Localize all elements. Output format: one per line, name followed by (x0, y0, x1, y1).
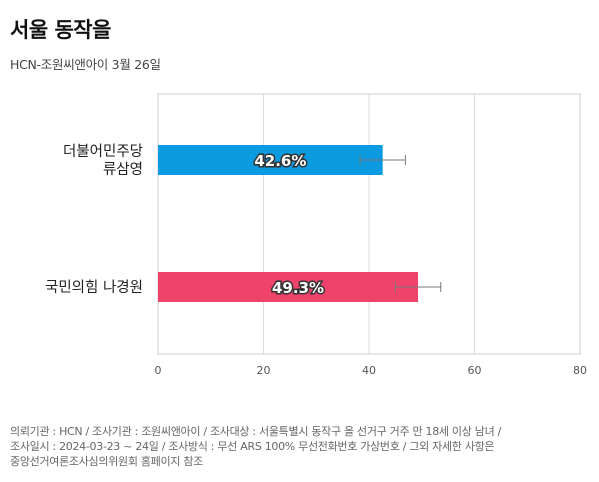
poll-bar-chart: 0 20 40 60 80 42.6% 더불어민주당 류삼영 49.3% 국민의힘 나경원 (45, 93, 587, 377)
bar-value-label: 49.3% (272, 279, 324, 297)
footnote-line: 의뢰기관 : HCN / 조사기관 : 조원씨앤아이 / 조사대상 : 서울특별… (10, 425, 502, 438)
footnote-line: 중앙선거여론조사심의위원회 홈페이지 참조 (10, 455, 203, 468)
chart-subtitle: HCN-조원씨앤아이 3월 26일 (10, 57, 161, 72)
x-tick-label: 60 (468, 364, 482, 377)
chart-title: 서울 동작을 (10, 18, 111, 42)
category-label: 더불어민주당 류삼영 (63, 143, 143, 178)
survey-footnote: 의뢰기관 : HCN / 조사기관 : 조원씨앤아이 / 조사대상 : 서울특별… (10, 424, 590, 469)
bar (158, 272, 419, 302)
footnote-line: 조사일시 : 2024-03-23 ~ 24일 / 조사방식 : 무선 ARS … (10, 440, 495, 453)
x-tick-label: 0 (155, 364, 162, 377)
bar (158, 145, 383, 175)
category-label: 국민의힘 나경원 (45, 279, 143, 296)
x-tick-label: 80 (573, 364, 587, 377)
bar-value-label: 42.6% (254, 152, 306, 170)
x-tick-label: 20 (257, 364, 271, 377)
x-tick-label: 40 (362, 364, 376, 377)
